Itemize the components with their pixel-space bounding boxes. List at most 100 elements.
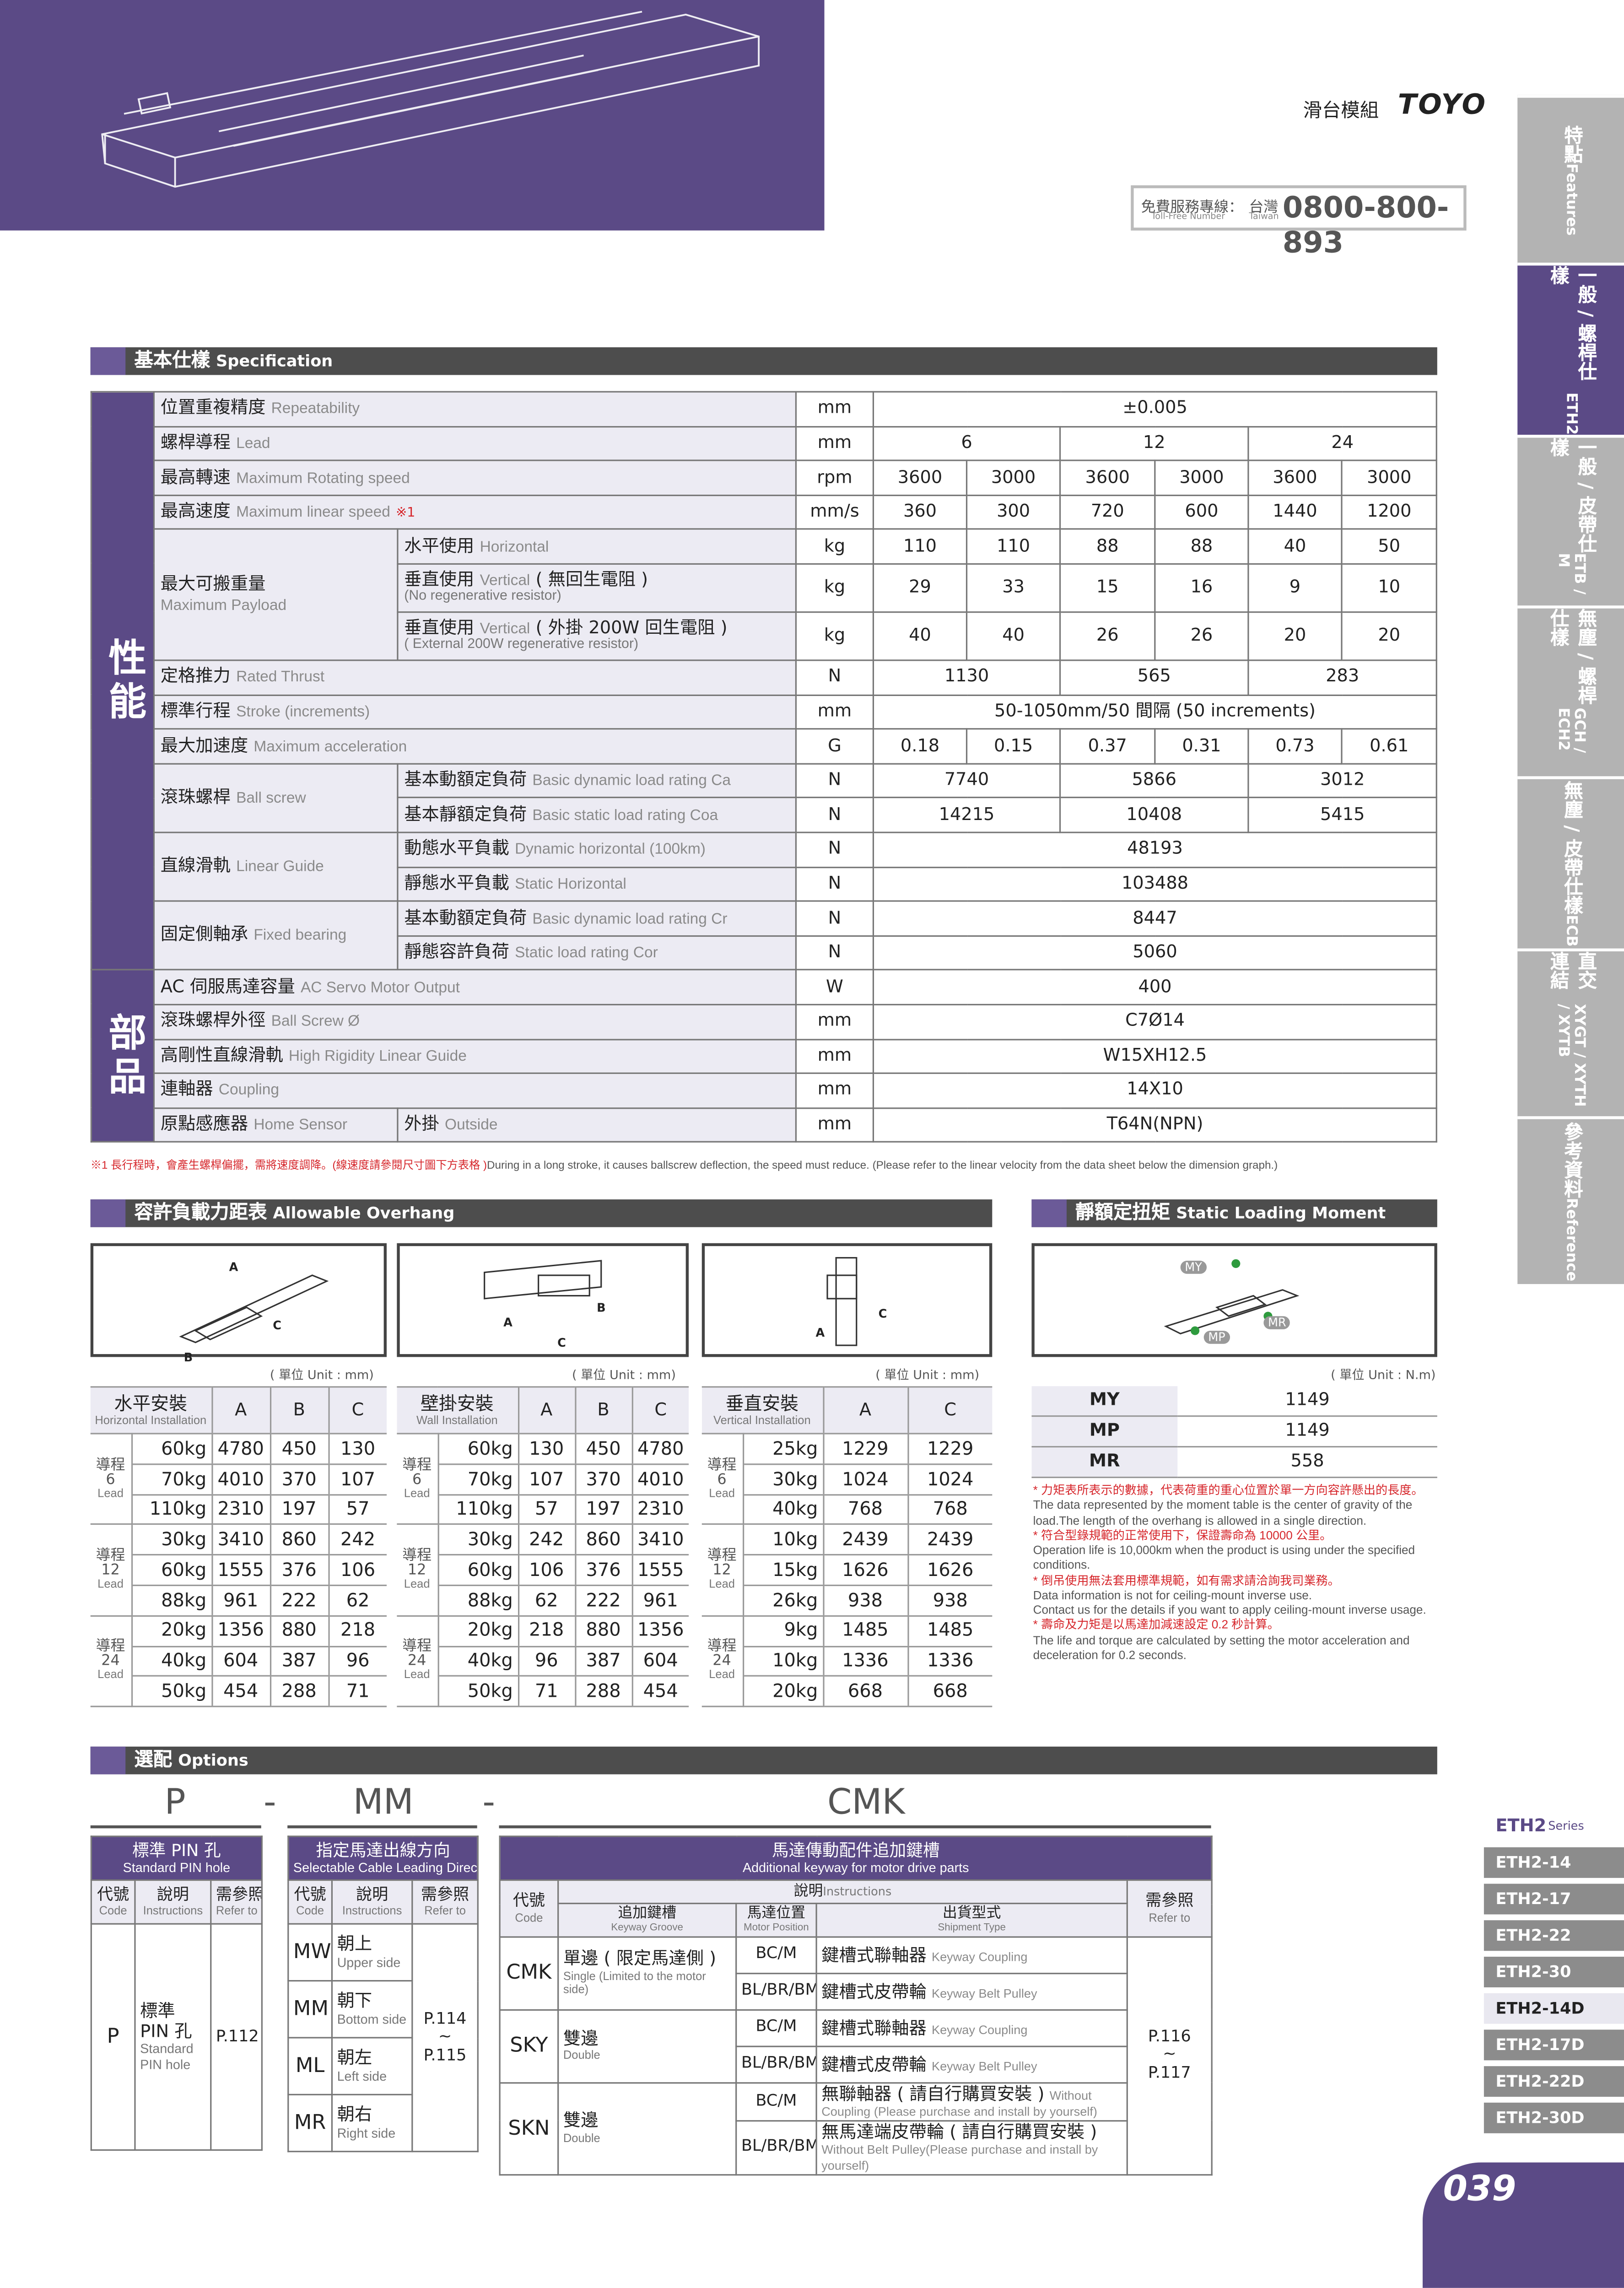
value: 30kg <box>772 1467 818 1489</box>
section-bar: 選配 Options <box>90 1746 1437 1775</box>
motor-pos: BC/M <box>735 1935 817 1974</box>
value: 1336 <box>927 1649 974 1671</box>
shipment: 無馬達端皮帶輪 ( 請自行購買安裝 ) Without Belt Pulley(… <box>815 2119 1128 2175</box>
value: 454 <box>643 1679 678 1702</box>
label-en: Lead <box>236 435 270 453</box>
series-item[interactable]: ETH2-14D <box>1484 1993 1624 2024</box>
spec-value: 40 <box>1247 529 1343 565</box>
value: 197 <box>586 1497 621 1520</box>
label-zh: 最高速度 <box>160 501 231 521</box>
cell: 30kg <box>742 1464 823 1495</box>
sub-zh: 水平使用 <box>404 535 475 556</box>
code: P <box>107 2025 119 2049</box>
value: 222 <box>586 1588 621 1611</box>
row: 60kg 1555 376 106 <box>91 1555 387 1586</box>
spec-value: 33 <box>966 563 1061 613</box>
sub-zh: 垂直使用 <box>404 616 475 637</box>
value: 4780 <box>217 1436 264 1459</box>
label-zh: 滾珠螺桿 <box>160 786 231 807</box>
cell: 20kg <box>437 1615 518 1647</box>
ship-zh: 鍵槽式皮帶輪 <box>821 1980 927 2002</box>
spec-unit: mm <box>795 1073 874 1109</box>
cell: 30kg <box>437 1524 518 1556</box>
lead-en: Lead <box>97 1486 124 1500</box>
header-row: 追加鍵槽 Keyway Groove 馬達位置 Motor Position 出貨型式 S… <box>500 1903 1212 1937</box>
value: 20kg <box>467 1619 513 1641</box>
cell: 1485 <box>906 1615 993 1647</box>
unit: N <box>828 666 842 686</box>
series-item[interactable]: ETH2-17 <box>1484 1883 1624 1915</box>
cell: 197 <box>574 1494 632 1526</box>
ship-zh: 鍵槽式皮帶輪 <box>821 2054 927 2074</box>
value: 0.31 <box>1182 734 1221 755</box>
header-cell: 出貨型式 Shipment Type <box>815 1903 1128 1937</box>
value: 40kg <box>161 1649 207 1671</box>
row: 15kg 1626 1626 <box>702 1555 993 1586</box>
spec-value: 3000 <box>1341 460 1438 496</box>
cell: 450 <box>269 1433 329 1465</box>
spec-value: 360 <box>872 494 968 530</box>
spec-unit: mm <box>795 391 874 427</box>
value: 106 <box>340 1558 376 1580</box>
value: 360 <box>903 501 937 521</box>
spec-row: 螺桿導程 Lead mm 6 12 24 <box>91 425 1438 462</box>
row: SKN 雙邊 Double BC/M 無聯軸器 ( 請自行購買安裝 ) Without … <box>499 2081 1212 2175</box>
desc: 朝下 Bottom side <box>331 1980 413 2039</box>
value: 88 <box>1190 535 1213 556</box>
cell: 107 <box>327 1464 387 1495</box>
spec-unit: N <box>795 762 874 799</box>
desc: 雙邊 Double <box>557 2008 737 2083</box>
moment-name: MR <box>1031 1446 1178 1478</box>
pos: BL/BR/BM <box>741 1980 817 2000</box>
cell: 860 <box>574 1524 632 1556</box>
header-col: A <box>517 1387 575 1435</box>
series-item[interactable]: ETH2-22 <box>1484 1920 1624 1951</box>
option-code: P <box>164 1781 186 1823</box>
value: 222 <box>281 1588 317 1611</box>
spec-value: 50-1050mm/50 間隔 (50 increments) <box>872 694 1438 730</box>
cell: 1356 <box>210 1615 270 1647</box>
cell: 288 <box>574 1676 632 1708</box>
lead-en: Lead <box>404 1486 430 1500</box>
value: 16 <box>1190 576 1213 597</box>
diagram-label: B <box>597 1301 606 1315</box>
cell: 2310 <box>631 1494 689 1526</box>
series-item[interactable]: ETH2-17D <box>1484 2029 1624 2061</box>
row: 40kg 604 387 96 <box>91 1646 387 1677</box>
unit: N <box>828 838 842 858</box>
head-zh: 馬達位置 <box>747 1905 806 1922</box>
spec-value: 3000 <box>966 460 1061 496</box>
section-bar: 基本仕樣 Specification <box>90 347 1437 375</box>
row: 導程 6 Lead 60kg 4780 450 130 <box>90 1433 387 1526</box>
unit: N <box>828 907 842 928</box>
desc-zh: 標準 PIN 孔 <box>140 2000 192 2041</box>
value: 25kg <box>772 1436 818 1459</box>
series-item[interactable]: ETH2-30D <box>1484 2102 1624 2133</box>
lead-en: Lead <box>404 1577 430 1591</box>
label-en: Maximum linear speed <box>236 503 390 521</box>
row: SKY 雙邊 Double BC/M 鍵槽式聯軸器 Keyway Coupling <box>499 2008 1212 2083</box>
ref-cell: P.112 <box>210 1923 263 2151</box>
spec-label: 滾珠螺桿外徑 Ball Screw Ø <box>153 1004 797 1040</box>
col-label: B <box>293 1398 305 1419</box>
moment-value: 1149 <box>1177 1416 1437 1447</box>
cell: 604 <box>631 1646 689 1677</box>
spec-unit: mm <box>795 1038 874 1074</box>
cell: 1626 <box>906 1555 993 1586</box>
head-zh: 需參照 <box>1145 1891 1194 1910</box>
value: 14X10 <box>1127 1079 1183 1100</box>
desc: 朝右 Right side <box>331 2094 413 2153</box>
value: 880 <box>281 1619 317 1641</box>
header-title: 水平安裝 Horizontal Installation <box>90 1387 212 1435</box>
row: 26kg 938 938 <box>702 1585 993 1617</box>
value: 768 <box>933 1497 968 1520</box>
group-label: 性能 <box>102 637 146 725</box>
series-item[interactable]: ETH2-22D <box>1484 2066 1624 2097</box>
spec-value: 9 <box>1247 563 1343 613</box>
spec-note: ※1 長行程時，會產生螺桿偏擺，需將速度調降。(線速度請參閱尺寸圖下方表格 )D… <box>91 1157 1278 1173</box>
spec-value: 15 <box>1059 563 1156 613</box>
series-item[interactable]: ETH2-14 <box>1484 1847 1624 1878</box>
series-item[interactable]: ETH2-30 <box>1484 1957 1624 1987</box>
spec-row: 定格推力 Rated Thrust N 1130 565 283 <box>91 659 1438 696</box>
value: 33 <box>1002 576 1025 597</box>
